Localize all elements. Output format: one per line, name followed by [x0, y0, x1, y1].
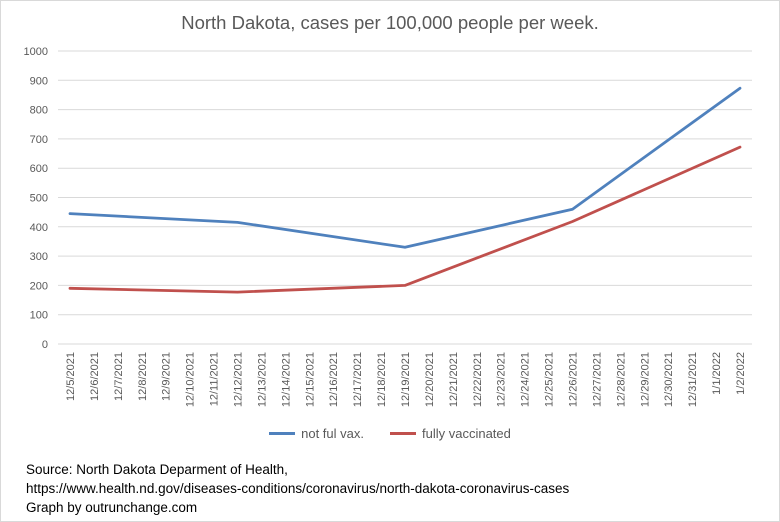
x-tick-label: 12/22/2021: [472, 352, 484, 407]
x-tick-label: 12/31/2021: [687, 352, 699, 407]
x-tick-label: 12/20/2021: [424, 352, 436, 407]
gridlines: [58, 50, 752, 345]
x-tick-label: 1/1/2022: [711, 352, 723, 395]
x-tick-label: 12/11/2021: [209, 352, 221, 406]
x-tick-label: 12/28/2021: [615, 352, 627, 407]
y-tick-label: 400: [30, 222, 48, 234]
legend-swatch-blue: [269, 432, 296, 435]
source-url: https://www.health.nd.gov/diseases-condi…: [26, 481, 570, 496]
x-tick-label: 12/14/2021: [280, 352, 292, 407]
legend-label: not ful vax.: [301, 426, 364, 441]
data-series: [68, 86, 742, 294]
x-tick-label: 12/6/2021: [89, 352, 101, 401]
y-tick-label: 700: [30, 134, 48, 146]
y-tick-label: 500: [30, 193, 48, 205]
x-tick-label: 12/18/2021: [376, 352, 388, 407]
y-tick-label: 0: [42, 339, 48, 351]
credit-line: Graph by outrunchange.com: [26, 500, 198, 515]
y-tick-label: 600: [30, 163, 48, 175]
y-tick-label: 900: [30, 75, 48, 87]
y-tick-label: 100: [30, 310, 48, 322]
x-tick-label: 12/29/2021: [639, 352, 651, 407]
chart-title: North Dakota, cases per 100,000 people p…: [181, 12, 599, 33]
x-tick-label: 12/5/2021: [65, 352, 77, 401]
x-tick-label: 12/17/2021: [352, 352, 364, 407]
y-tick-label: 300: [30, 251, 48, 263]
x-tick-label: 12/24/2021: [520, 352, 532, 407]
x-tick-label: 12/10/2021: [185, 352, 197, 407]
y-tick-label: 1000: [24, 46, 48, 58]
x-tick-label: 12/25/2021: [544, 352, 556, 407]
legend-swatch-red: [389, 432, 416, 435]
x-tick-label: 12/7/2021: [113, 352, 125, 401]
x-axis-tick-labels: 12/5/2021 12/6/2021 12/7/2021 12/8/2021 12/9…: [65, 352, 747, 407]
x-tick-label: 12/16/2021: [328, 352, 340, 407]
x-tick-label: 12/19/2021: [400, 352, 412, 407]
x-tick-label: 12/26/2021: [568, 352, 580, 407]
y-tick-label: 800: [30, 105, 48, 117]
x-tick-label: 12/21/2021: [448, 352, 460, 407]
x-tick-label: 12/9/2021: [161, 352, 173, 401]
x-tick-label: 12/13/2021: [256, 352, 268, 407]
x-tick-label: 12/8/2021: [137, 352, 149, 401]
legend-item-not-fully-vaccinated: not ful vax.: [269, 426, 364, 441]
x-tick-label: 1/2/2022: [735, 352, 747, 395]
x-tick-label: 12/27/2021: [591, 352, 603, 407]
y-axis-tick-labels: 0 100 200 300 400 500 600 700 800 900 1000: [24, 46, 48, 351]
legend-label: fully vaccinated: [421, 426, 511, 441]
y-tick-label: 200: [30, 280, 48, 292]
x-tick-label: 12/23/2021: [496, 352, 508, 407]
x-tick-label: 12/12/2021: [232, 352, 244, 407]
legend-item-fully-vaccinated: fully vaccinated: [389, 426, 511, 441]
x-tick-label: 12/30/2021: [663, 352, 675, 407]
legend: not ful vax. fully vaccinated: [0, 426, 780, 441]
source-note: Source: North Dakota Deparment of Health…: [26, 460, 569, 517]
x-tick-label: 12/15/2021: [304, 352, 316, 407]
source-line: Source: North Dakota Deparment of Health…: [26, 462, 288, 477]
